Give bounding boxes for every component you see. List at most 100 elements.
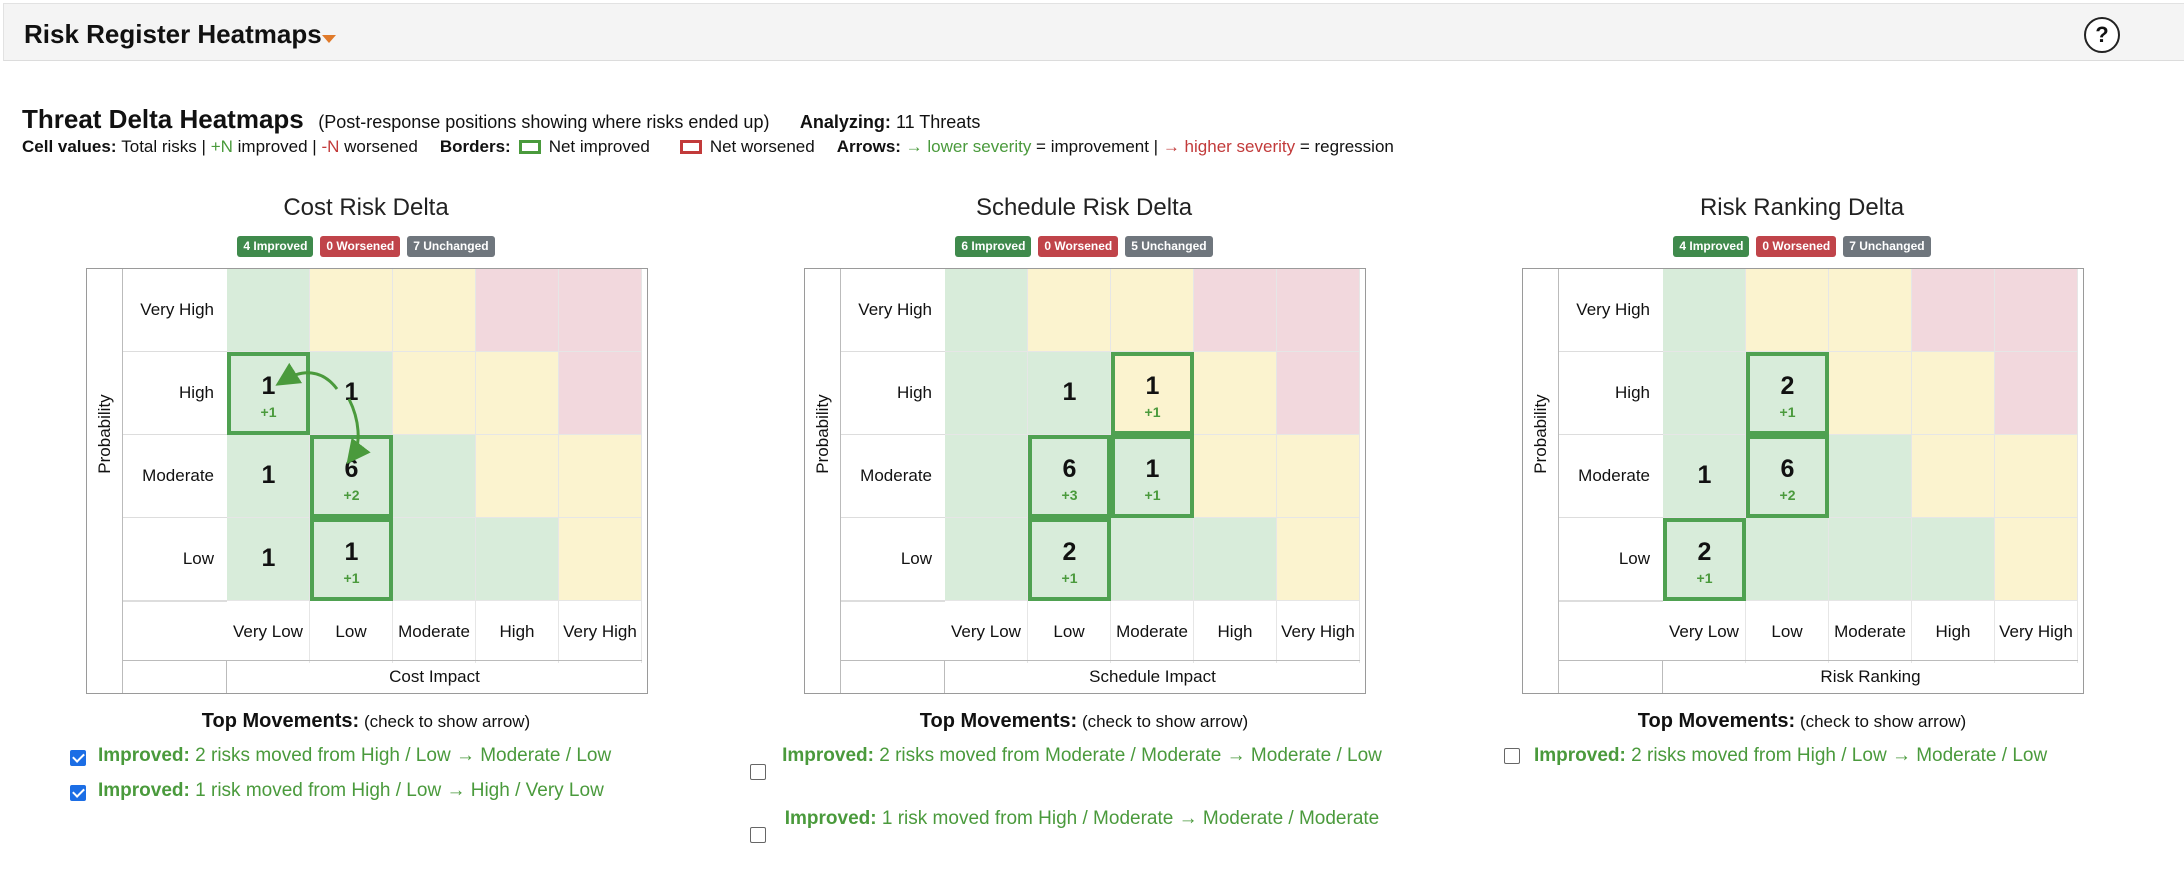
movement-label: Improved: [1534, 745, 1626, 766]
heatmap-cell[interactable] [1194, 435, 1277, 518]
heatmap-cell[interactable] [1995, 352, 2078, 435]
heatmap-cell[interactable] [1277, 435, 1360, 518]
heatmap-cell[interactable] [1663, 269, 1746, 352]
heatmap-cell[interactable] [1194, 352, 1277, 435]
heatmap-cell[interactable] [1912, 269, 1995, 352]
heatmap-cell[interactable] [1277, 518, 1360, 601]
show-arrow-checkbox[interactable] [750, 764, 766, 780]
heatmap-panel: Cost Risk Delta 4 Improved 0 Worsened 7 Unc… [56, 190, 676, 850]
heatmap-cell[interactable] [476, 435, 559, 518]
heatmap-cell[interactable] [1111, 435, 1194, 518]
show-arrow-checkbox[interactable] [70, 785, 86, 801]
heatmap-cell[interactable] [393, 352, 476, 435]
footer-spacer [123, 660, 227, 693]
heatmap-cell[interactable] [476, 518, 559, 601]
heatmap-cell[interactable] [310, 269, 393, 352]
movement-item[interactable]: Improved: 1 risk moved from High / Moder… [782, 804, 1382, 833]
heatmap-cell[interactable] [1829, 352, 1912, 435]
heatmap-cell[interactable] [945, 435, 1028, 518]
x-axis-label: Cost Impact [227, 660, 642, 693]
movement-text: 2 risks moved from High / Low → Moderate… [195, 745, 612, 766]
heatmap-cell[interactable] [1912, 352, 1995, 435]
heatmap-cell[interactable] [1746, 435, 1829, 518]
legend-improved-text: improved | [237, 137, 317, 156]
cell-delta: +1 [1144, 487, 1161, 503]
cell-total: 6 [344, 455, 359, 483]
top-movements-title: Top Movements: (check to show arrow) [1492, 710, 2112, 733]
heatmap-cell[interactable] [393, 518, 476, 601]
heatmap-cell[interactable] [227, 435, 310, 518]
heatmap-cell[interactable] [1277, 269, 1360, 352]
heatmap-cell[interactable] [1111, 518, 1194, 601]
heatmap-cell[interactable] [476, 269, 559, 352]
heatmap-cell[interactable] [227, 518, 310, 601]
movement-label: Improved: [98, 780, 190, 801]
heatmap-cell[interactable] [559, 518, 642, 601]
legend-worsened-token: -N [321, 137, 340, 156]
heatmap-cell[interactable] [1111, 269, 1194, 352]
improved-badge: 4 Improved [237, 236, 314, 257]
heatmap-cell[interactable] [1028, 269, 1111, 352]
heatmap-cell[interactable] [559, 435, 642, 518]
top-movements-label: Top Movements: [201, 710, 360, 732]
cell-total: 1 [344, 378, 359, 406]
heatmap-cell[interactable] [1277, 352, 1360, 435]
panel-title: Schedule Risk Delta [975, 194, 1193, 221]
legend-borders-label: Borders: [439, 137, 511, 156]
movement-item[interactable]: Improved: 1 risk moved from High / Low →… [98, 776, 658, 805]
movement-item[interactable]: Improved: 2 risks moved from High / Low … [98, 741, 658, 770]
heatmap-cell[interactable] [1028, 352, 1111, 435]
heatmap-cell[interactable] [1663, 518, 1746, 601]
worsened-badge: 0 Worsened [320, 236, 401, 257]
heatmap-cell[interactable] [945, 269, 1028, 352]
heatmap-cell[interactable] [1663, 352, 1746, 435]
heatmap-cell[interactable] [945, 352, 1028, 435]
worsened-badge: 0 Worsened [1756, 236, 1837, 257]
heatmap-cell[interactable] [1829, 518, 1912, 601]
unchanged-badge: 7 Unchanged [407, 236, 495, 257]
heatmap-cell[interactable] [559, 269, 642, 352]
heatmap-cell[interactable] [1746, 352, 1829, 435]
heatmap-cell[interactable] [1995, 518, 2078, 601]
movement-text: 1 risk moved from High / Low → High / Ve… [195, 780, 604, 801]
analyzing-label: Analyzing: [799, 112, 891, 132]
legend: Cell values: Total risks | +N improved |… [22, 137, 1394, 157]
row-label: High [123, 352, 227, 435]
heatmap-cell[interactable] [1746, 518, 1829, 601]
heatmap-cell[interactable] [1194, 269, 1277, 352]
heatmap-cell[interactable] [1912, 518, 1995, 601]
analyzing-info: Analyzing: 11 Threats [800, 112, 980, 132]
heatmap-cell[interactable] [1995, 269, 2078, 352]
movement-item[interactable]: Improved: 2 risks moved from High / Low … [1534, 741, 2114, 770]
cell-delta: +2 [1779, 487, 1796, 503]
app-title[interactable]: Risk Register Heatmaps [24, 19, 322, 49]
heatmap-cell[interactable] [1912, 435, 1995, 518]
heatmap-cell[interactable] [945, 518, 1028, 601]
heatmap-cell[interactable] [1829, 269, 1912, 352]
heatmap-cell[interactable] [1829, 435, 1912, 518]
dropdown-caret-icon[interactable] [322, 35, 336, 43]
y-axis-column: Probability [805, 269, 841, 693]
heatmap-cell[interactable] [1194, 518, 1277, 601]
app-header: Risk Register Heatmaps ? [3, 3, 2184, 61]
show-arrow-checkbox[interactable] [1504, 748, 1520, 764]
heatmap-cell[interactable] [227, 269, 310, 352]
heatmap-cell[interactable] [1663, 435, 1746, 518]
x-axis-label: Schedule Impact [945, 660, 1360, 693]
column-label: Very High [1277, 601, 1360, 663]
heatmap-cell[interactable] [1995, 435, 2078, 518]
heatmap-cell[interactable] [1746, 269, 1829, 352]
heatmap-cell[interactable] [393, 269, 476, 352]
cell-total: 1 [261, 544, 276, 572]
movement-item[interactable]: Improved: 2 risks moved from Moderate / … [782, 741, 1382, 770]
cell-total: 1 [1145, 372, 1160, 400]
show-arrow-checkbox[interactable] [70, 750, 86, 766]
show-arrow-checkbox[interactable] [750, 827, 766, 843]
heatmap-cell[interactable] [393, 435, 476, 518]
help-button[interactable]: ? [2084, 17, 2120, 53]
column-label: Very High [559, 601, 642, 663]
heatmap-cell[interactable] [559, 352, 642, 435]
cell-total: 1 [261, 461, 276, 489]
heatmap-cell[interactable] [476, 352, 559, 435]
legend-improved-token: +N [210, 137, 233, 156]
